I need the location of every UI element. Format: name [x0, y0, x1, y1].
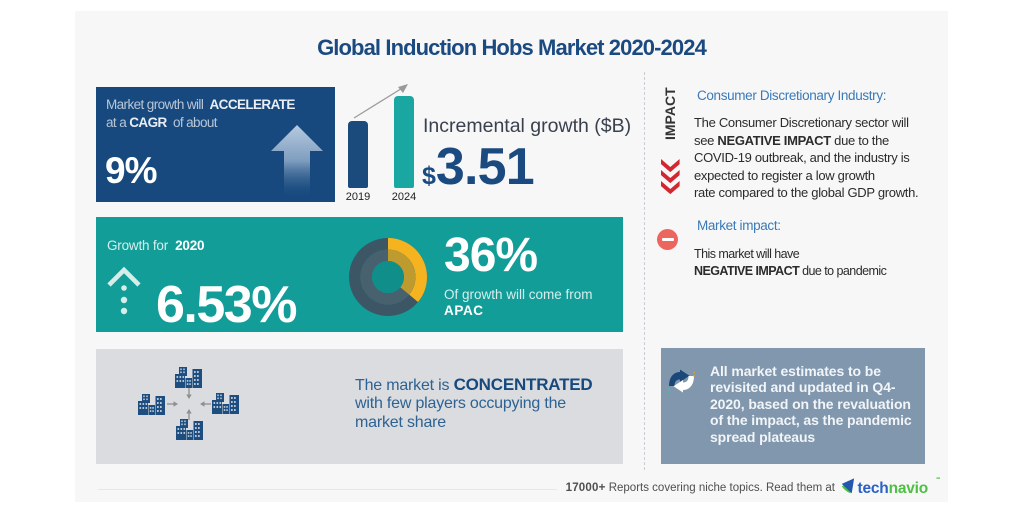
- svg-text:technavio: technavio: [858, 480, 929, 497]
